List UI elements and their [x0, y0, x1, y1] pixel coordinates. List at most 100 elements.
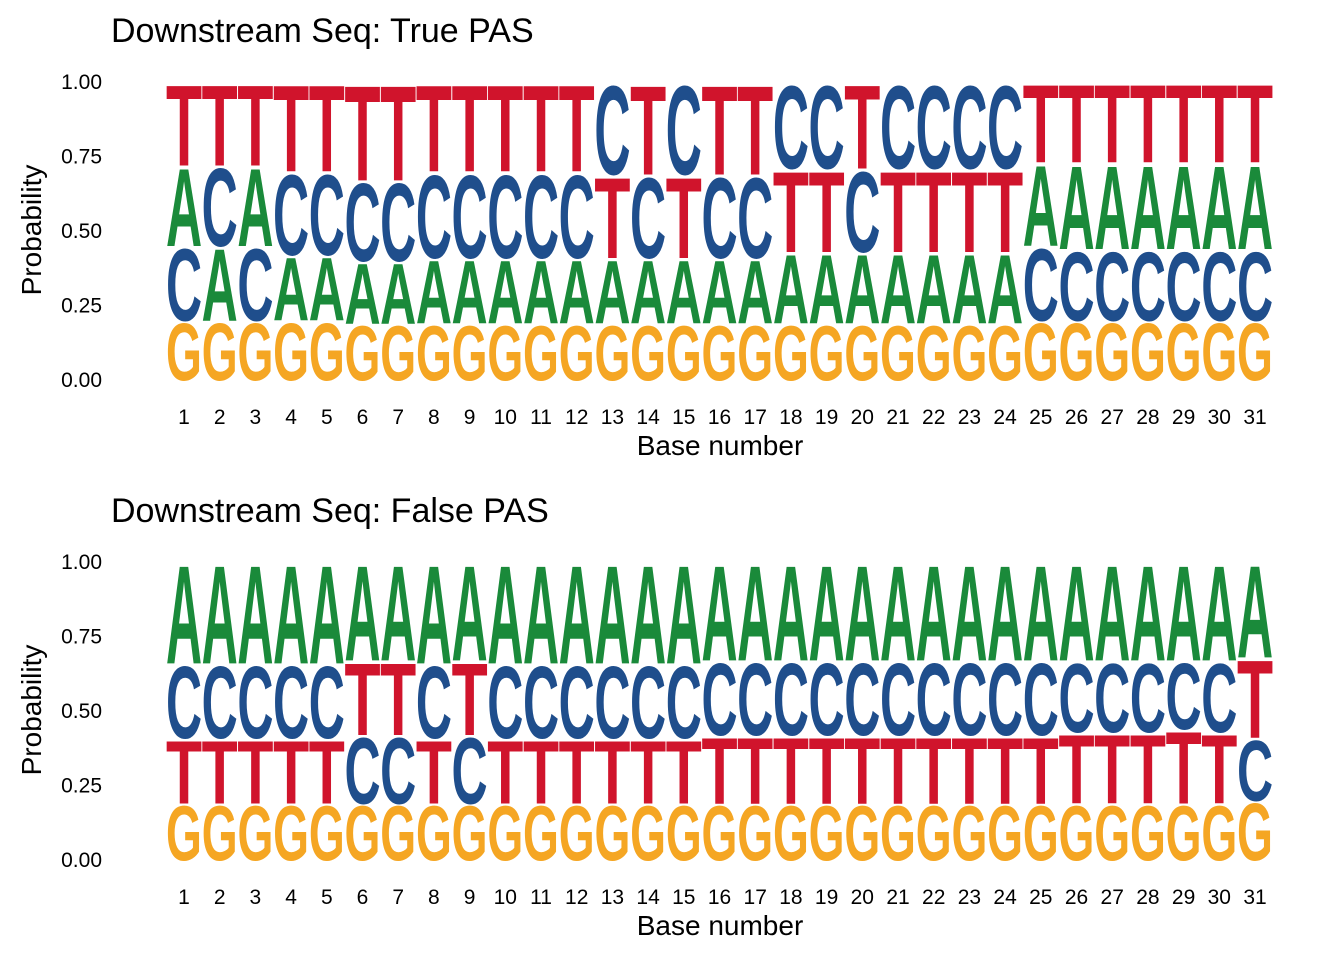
logo-letter-t: T: [809, 149, 845, 277]
logo-letter-g: G: [273, 307, 309, 398]
logo-letter-a: A: [487, 538, 523, 694]
logo-letter-g: G: [1201, 307, 1237, 398]
logo-letter-c: C: [666, 646, 702, 760]
logo-letter-c: C: [594, 59, 630, 203]
x-tick-label: 21: [886, 406, 909, 429]
logo-letter-a: A: [737, 243, 773, 343]
logo-letter-g: G: [416, 309, 452, 397]
x-tick-label: 10: [494, 406, 517, 429]
chart-title: Downstream Seq: False PAS: [111, 492, 549, 530]
logo-letter-c: C: [166, 646, 202, 760]
x-tick-label: 13: [601, 886, 624, 909]
logo-letter-c: C: [737, 154, 773, 282]
logo-letter-g: G: [309, 307, 345, 398]
logo-letter-c: C: [452, 718, 488, 823]
logo-letter-t: T: [666, 723, 702, 824]
logo-letter-a: A: [701, 537, 737, 690]
logo-letter-t: T: [166, 62, 202, 190]
logo-letter-a: A: [987, 234, 1023, 345]
logo-letter-g: G: [844, 789, 880, 877]
logo-letter-a: A: [344, 537, 380, 690]
x-tick-label: 25: [1029, 406, 1052, 429]
logo-letter-a: A: [594, 243, 630, 343]
logo-letter-c: C: [559, 151, 595, 284]
logo-letter-a: A: [666, 243, 702, 343]
x-tick-label: 28: [1136, 886, 1159, 909]
logo-letter-c: C: [844, 643, 880, 757]
logo-letter-c: C: [1058, 642, 1094, 753]
logo-letter-t: T: [880, 149, 916, 277]
logo-letter-t: T: [523, 59, 559, 198]
x-tick-label: 7: [392, 406, 404, 429]
x-tick-label: 13: [601, 406, 624, 429]
logo-letter-a: A: [1094, 537, 1130, 690]
logo-letter-c: C: [1166, 231, 1202, 342]
logo-letter-a: A: [1237, 142, 1273, 275]
logo-letter-t: T: [273, 59, 309, 198]
logo-letter-t: T: [237, 62, 273, 190]
logo-letter-a: A: [559, 243, 595, 343]
logo-letter-g: G: [844, 309, 880, 397]
logo-letter-c: C: [630, 154, 666, 282]
logo-letter-a: A: [1166, 142, 1202, 275]
logo-letter-c: C: [559, 646, 595, 760]
logo-letter-a: A: [844, 537, 880, 690]
x-tick-label: 23: [958, 886, 981, 909]
logo-letter-c: C: [273, 646, 309, 760]
x-tick-label: 31: [1243, 886, 1266, 909]
logo-letter-a: A: [1130, 142, 1166, 275]
logo-letter-g: G: [523, 309, 559, 397]
logo-letter-a: A: [916, 234, 952, 345]
logo-letter-c: C: [916, 643, 952, 757]
logo-letter-c: C: [880, 643, 916, 757]
logo-letter-g: G: [809, 789, 845, 877]
logo-letter-t: T: [487, 723, 523, 824]
logo-letter-c: C: [630, 646, 666, 760]
logo-letter-c: C: [1023, 229, 1059, 343]
x-tick-label: 6: [357, 886, 369, 909]
logo-letter-t: T: [559, 723, 595, 824]
logo-letter-c: C: [1237, 231, 1273, 342]
logo-letter-g: G: [987, 789, 1023, 877]
logo-letter-g: G: [202, 307, 238, 398]
logo-letter-t: T: [1058, 63, 1094, 187]
x-tick-label: 30: [1208, 886, 1231, 909]
logo-letter-g: G: [880, 789, 916, 877]
logo-letter-g: G: [237, 307, 273, 398]
logo-letter-t: T: [1023, 63, 1059, 187]
logo-letter-t: T: [951, 149, 987, 277]
logo-letter-g: G: [1130, 789, 1166, 877]
logo-letter-g: G: [452, 309, 488, 397]
logo-letter-g: G: [809, 309, 845, 397]
logo-letter-g: G: [1130, 307, 1166, 398]
logo-letter-g: G: [1166, 307, 1202, 398]
logo-letter-t: T: [1166, 63, 1202, 187]
logo-letter-a: A: [1201, 537, 1237, 690]
logo-letter-c: C: [951, 643, 987, 757]
x-tick-label: 17: [744, 886, 767, 909]
x-tick-label: 5: [321, 886, 333, 909]
logo-letter-a: A: [1130, 537, 1166, 690]
logo-letter-g: G: [273, 789, 309, 877]
logo-letter-c: C: [237, 229, 273, 343]
logo-letter-c: C: [1058, 231, 1094, 342]
chart-title: Downstream Seq: True PAS: [111, 12, 534, 50]
logo-letter-a: A: [1023, 537, 1059, 690]
logo-letter-a: A: [916, 537, 952, 690]
x-tick-label: 16: [708, 406, 731, 429]
logo-letter-a: A: [202, 229, 238, 343]
logo-letter-t: T: [1130, 63, 1166, 187]
logo-letter-a: A: [1201, 142, 1237, 275]
logo-letter-t: T: [273, 723, 309, 824]
logo-letter-t: T: [202, 723, 238, 824]
logo-letter-t: T: [916, 718, 952, 824]
x-tick-label: 22: [922, 886, 945, 909]
logo-letter-c: C: [880, 61, 916, 194]
x-tick-label: 26: [1065, 886, 1088, 909]
logo-letter-a: A: [1237, 540, 1273, 687]
logo-letter-a: A: [630, 538, 666, 694]
x-tick-label: 4: [285, 886, 297, 909]
y-axis-label: Probability: [16, 644, 47, 776]
x-tick-label: 3: [250, 406, 262, 429]
chart-panel-false-pas: Downstream Seq: False PAS 0.00 0.25 0.50 0.…: [0, 480, 1344, 960]
